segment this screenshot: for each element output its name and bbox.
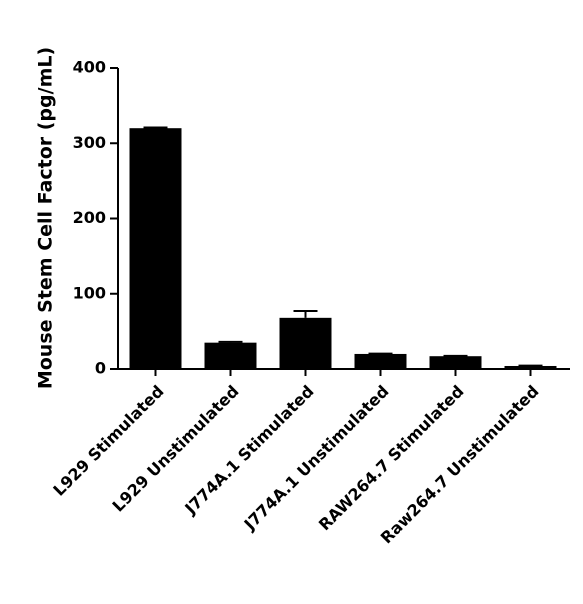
y-axis-label: Mouse Stem Cell Factor (pg/mL) <box>35 47 57 389</box>
bar <box>504 365 557 369</box>
y-tick-label: 400 <box>73 58 106 77</box>
x-tick-label: J774A.1 Unstimulated <box>240 382 393 535</box>
bar <box>129 128 182 369</box>
bar <box>279 317 332 369</box>
x-tick-label: J774A.1 Stimulated <box>180 382 317 519</box>
bar <box>354 353 407 369</box>
y-tick-label: 200 <box>73 208 106 227</box>
y-tick-label: 300 <box>73 133 106 152</box>
bar <box>429 356 482 369</box>
y-tick-label: 0 <box>95 359 106 378</box>
x-tick-label: Raw264.7 Unstimulated <box>377 382 543 548</box>
x-tick-label: L929 Unstimulated <box>109 382 243 516</box>
x-tick-label: RAW264.7 Stimulated <box>315 382 468 535</box>
bar <box>204 342 257 369</box>
y-tick-label: 100 <box>73 283 106 302</box>
